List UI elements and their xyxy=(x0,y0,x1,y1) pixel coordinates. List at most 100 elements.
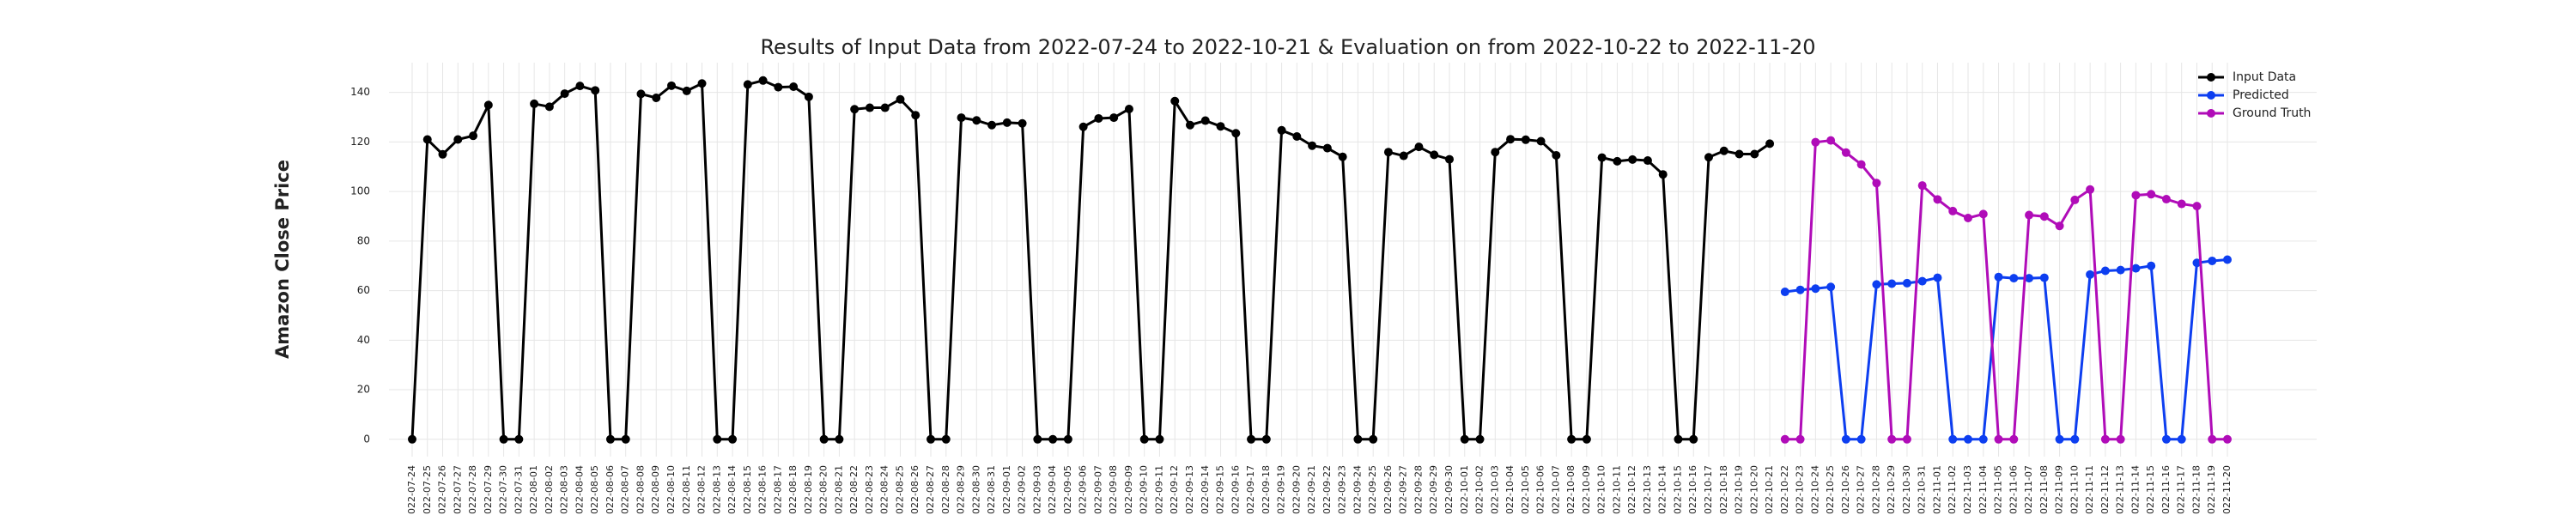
x-tick-label: 2022-08-05 xyxy=(589,465,600,515)
data-point xyxy=(2086,270,2095,279)
data-point xyxy=(850,105,860,114)
data-point xyxy=(1948,434,1958,444)
x-tick-label: 2022-10-17 xyxy=(1703,465,1714,515)
x-tick-label: 2022-09-22 xyxy=(1321,465,1333,515)
x-tick-label: 2022-10-18 xyxy=(1718,465,1729,515)
x-tick-label: 2022-09-13 xyxy=(1184,465,1195,515)
data-point xyxy=(453,135,463,144)
data-point xyxy=(1856,434,1866,444)
x-tick-label: 2022-08-29 xyxy=(956,465,967,515)
data-point xyxy=(728,434,738,444)
data-point xyxy=(1475,434,1485,444)
y-tick-label: 80 xyxy=(357,234,370,246)
data-point xyxy=(2070,434,2080,444)
x-tick-label: 2022-08-08 xyxy=(635,465,646,515)
x-tick-label: 2022-10-06 xyxy=(1535,465,1546,515)
data-point xyxy=(1155,434,1164,444)
x-tick-label: 2022-09-02 xyxy=(1017,465,1028,515)
x-tick-label: 2022-08-13 xyxy=(711,465,722,515)
chart-title: Results of Input Data from 2022-07-24 to… xyxy=(760,35,1815,59)
data-point xyxy=(2009,274,2019,283)
x-tick-label: 2022-11-17 xyxy=(2176,465,2187,515)
data-point xyxy=(1750,149,1759,159)
x-tick-label: 2022-07-25 xyxy=(422,465,433,515)
legend-label: Input Data xyxy=(2233,70,2296,84)
x-tick-label: 2022-10-07 xyxy=(1550,465,1561,515)
data-point xyxy=(1018,118,1027,128)
data-point xyxy=(865,103,874,112)
x-tick-label: 2022-08-11 xyxy=(681,465,692,515)
x-tick-label: 2022-09-12 xyxy=(1169,465,1180,515)
data-point xyxy=(880,103,890,112)
data-point xyxy=(667,81,676,90)
data-point xyxy=(2116,265,2125,275)
x-tick-label: 2022-10-04 xyxy=(1504,465,1516,515)
data-point xyxy=(2039,273,2049,282)
x-tick-label: 2022-09-03 xyxy=(1031,465,1042,515)
x-tick-label: 2022-08-31 xyxy=(986,465,997,515)
data-point xyxy=(1399,151,1408,161)
x-tick-label: 2022-10-21 xyxy=(1764,465,1775,515)
x-tick-label: 2022-09-06 xyxy=(1078,465,1089,515)
data-point xyxy=(1078,122,1088,131)
x-tick-label: 2022-08-18 xyxy=(787,465,799,515)
data-point xyxy=(2086,185,2095,194)
x-tick-label: 2022-10-29 xyxy=(1886,465,1897,515)
x-tick-label: 2022-09-07 xyxy=(1092,465,1103,515)
x-tick-label: 2022-08-02 xyxy=(544,465,555,515)
data-point xyxy=(2208,434,2217,444)
x-tick-label: 2022-10-27 xyxy=(1856,465,1867,515)
x-tick-label: 2022-09-09 xyxy=(1123,465,1134,515)
data-point xyxy=(835,434,844,444)
x-tick-label: 2022-11-15 xyxy=(2145,465,2156,515)
x-tick-label: 2022-10-08 xyxy=(1565,465,1577,515)
data-point xyxy=(1200,116,1210,125)
x-tick-label: 2022-09-15 xyxy=(1215,465,1226,515)
x-tick-label: 2022-11-12 xyxy=(2099,465,2111,515)
x-tick-label: 2022-10-26 xyxy=(1840,465,1851,515)
y-tick-label: 100 xyxy=(350,185,370,197)
x-tick-label: 2022-10-22 xyxy=(1779,465,1790,515)
data-point xyxy=(1872,280,1881,289)
data-point xyxy=(1811,284,1820,294)
legend-label: Ground Truth xyxy=(2233,106,2311,120)
data-point xyxy=(1978,434,1988,444)
data-point xyxy=(1582,434,1591,444)
data-point xyxy=(896,94,905,104)
data-point xyxy=(575,82,585,91)
legend-marker xyxy=(2207,109,2215,118)
x-tick-label: 2022-11-14 xyxy=(2129,465,2141,515)
x-tick-label: 2022-07-29 xyxy=(483,465,494,515)
data-point xyxy=(1124,104,1133,113)
x-tick-label: 2022-10-16 xyxy=(1687,465,1698,515)
x-tick-label: 2022-08-07 xyxy=(620,465,631,515)
data-point xyxy=(1033,434,1042,444)
data-point xyxy=(1521,135,1530,144)
x-tick-label: 2022-11-05 xyxy=(1993,465,2004,515)
data-point xyxy=(1369,434,1378,444)
data-point xyxy=(1795,285,1805,294)
data-point xyxy=(941,434,951,444)
data-point xyxy=(1978,209,1988,219)
x-tick-label: 2022-11-01 xyxy=(1931,465,1942,515)
data-point xyxy=(2025,274,2034,283)
data-point xyxy=(2131,264,2141,273)
data-point xyxy=(1308,141,1317,150)
data-point xyxy=(1902,278,1911,288)
x-tick-label: 2022-07-28 xyxy=(467,465,478,515)
x-tick-label: 2022-10-01 xyxy=(1459,465,1470,515)
legend-label: Predicted xyxy=(2233,88,2289,102)
x-tick-label: 2022-07-24 xyxy=(406,465,417,515)
data-point xyxy=(1186,120,1194,130)
data-point xyxy=(1338,152,1347,161)
y-tick-label: 120 xyxy=(350,136,370,148)
data-point xyxy=(2161,195,2171,204)
data-point xyxy=(1826,282,1836,292)
data-point xyxy=(1964,214,1972,223)
x-tick-label: 2022-08-25 xyxy=(894,465,905,515)
x-tick-label: 2022-10-09 xyxy=(1581,465,1592,515)
data-point xyxy=(1674,434,1683,444)
x-tick-label: 2022-11-06 xyxy=(2008,465,2019,515)
x-tick-label: 2022-09-26 xyxy=(1382,465,1394,515)
x-tick-label: 2022-08-24 xyxy=(879,465,890,515)
